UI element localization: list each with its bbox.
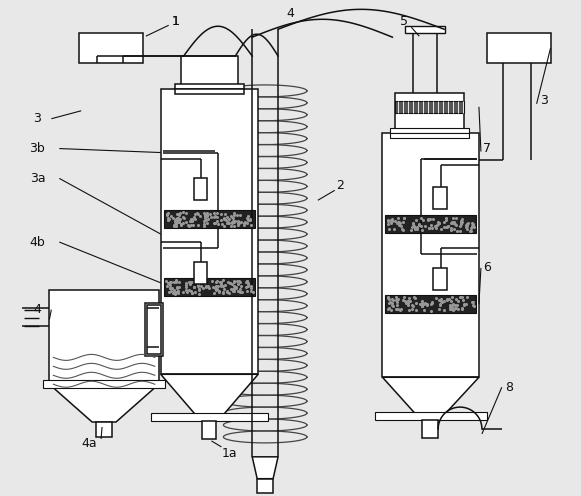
Bar [385, 295, 476, 312]
Bar [175, 89, 244, 94]
Text: 5: 5 [400, 15, 408, 28]
Bar [390, 127, 469, 132]
Text: 8: 8 [505, 381, 513, 394]
Text: 7: 7 [483, 142, 491, 155]
Bar [382, 132, 479, 377]
Text: 2: 2 [336, 179, 343, 192]
Bar [44, 380, 164, 388]
Text: 1: 1 [172, 15, 180, 28]
Bar [433, 268, 447, 290]
Bar [385, 215, 476, 233]
Bar [164, 210, 255, 228]
Bar [96, 422, 112, 437]
Text: 1: 1 [172, 15, 180, 28]
Bar [49, 290, 159, 384]
Text: 4: 4 [34, 303, 41, 316]
Polygon shape [252, 457, 278, 479]
Bar [151, 413, 268, 421]
Polygon shape [161, 374, 258, 417]
Bar [406, 26, 445, 33]
Polygon shape [49, 384, 159, 422]
Bar [193, 179, 207, 200]
Bar [396, 93, 464, 132]
Bar [193, 262, 207, 284]
Text: 3a: 3a [30, 172, 45, 185]
Bar [396, 101, 464, 113]
Bar [433, 187, 447, 209]
Bar [147, 305, 161, 355]
Polygon shape [382, 377, 479, 417]
Bar [79, 33, 143, 63]
Bar [175, 84, 244, 89]
Bar [257, 479, 273, 493]
Text: 4a: 4a [81, 437, 97, 450]
Bar [181, 56, 238, 89]
Text: 3: 3 [34, 112, 41, 125]
Text: 3: 3 [540, 94, 547, 107]
Bar [375, 412, 487, 420]
Bar [164, 278, 255, 296]
Bar [145, 303, 163, 357]
Bar [203, 421, 216, 439]
Text: 6: 6 [483, 261, 491, 274]
Text: 4: 4 [286, 7, 294, 20]
Bar [390, 132, 469, 137]
Bar [422, 420, 438, 438]
Bar [487, 33, 551, 63]
Text: 3b: 3b [30, 142, 45, 155]
Text: 4b: 4b [30, 236, 45, 248]
Bar [161, 89, 258, 374]
Text: 1a: 1a [221, 447, 237, 460]
